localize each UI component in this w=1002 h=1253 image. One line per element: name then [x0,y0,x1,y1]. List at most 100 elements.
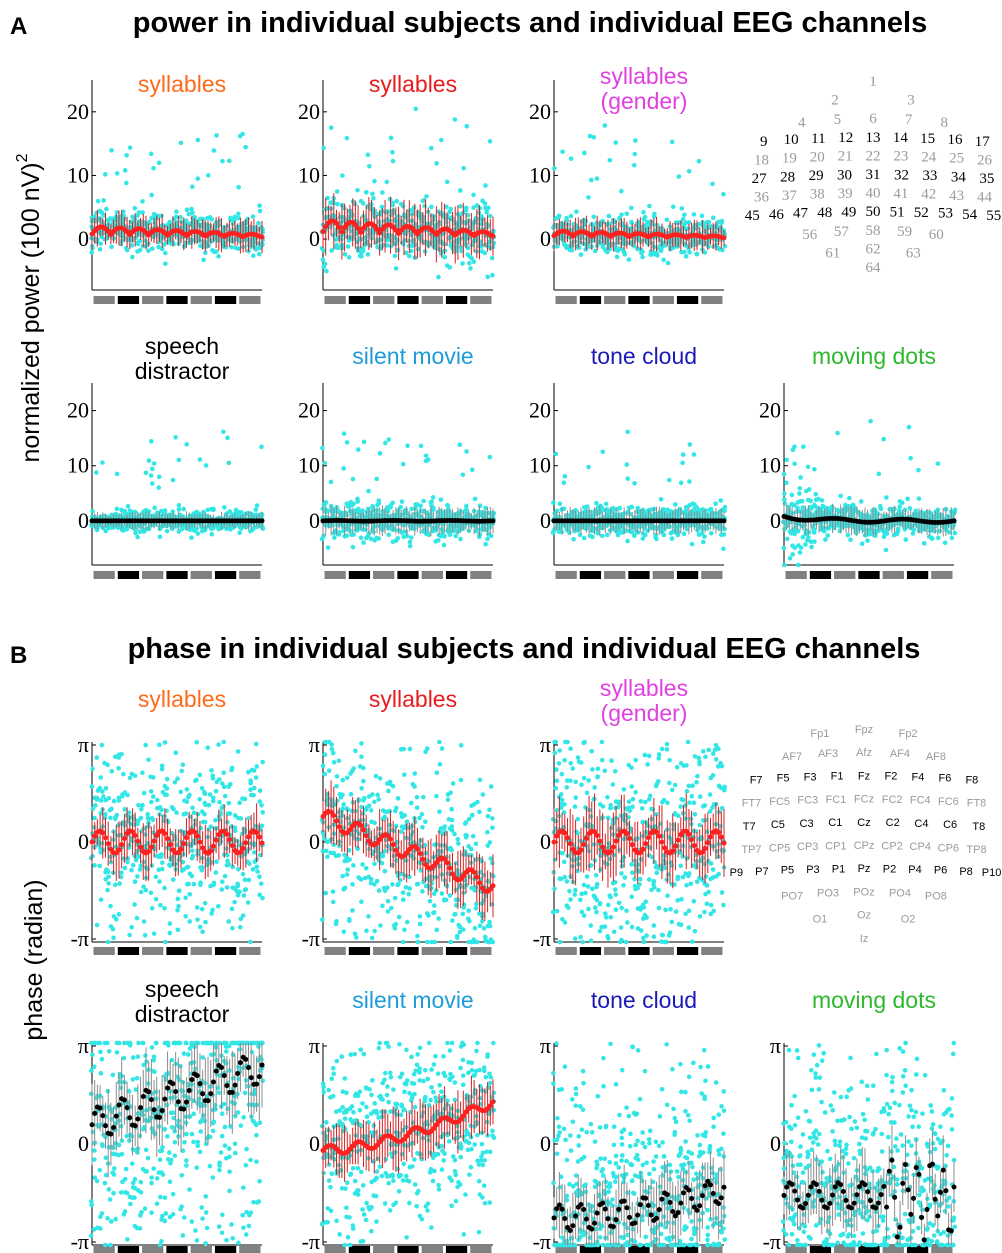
y-tick-label: 10 [67,453,89,478]
subject-dot [229,244,235,250]
subject-dot [257,245,263,251]
channel-means [320,518,496,524]
subject-dot [121,209,126,214]
subject-dot [237,227,243,233]
subject-dot [243,144,248,150]
subject-dot [461,165,466,171]
subject-dot [594,176,600,181]
subject-dot [390,149,395,155]
channel-mean-dot [352,222,358,228]
subject-dot [130,862,136,868]
subject-dot [159,866,165,872]
subject-dot [114,171,120,176]
subject-dot [216,254,221,259]
subject-dot [108,903,113,909]
condition-segment-gray [373,571,395,579]
subject-dot [819,498,825,503]
subject-dot [195,531,201,536]
subject-dot [930,536,935,541]
subject-dot [564,215,569,221]
subject-dot [632,533,637,539]
subject-dot [184,799,190,805]
subject-dot [345,244,351,249]
subject-dot [372,178,377,184]
subject-dot [388,135,394,141]
subject-dot [487,524,493,530]
subject-dot [633,138,638,143]
subject-dot [420,198,426,204]
subject-dot [240,131,245,137]
subject-dot [471,259,477,265]
subject-dot [146,248,151,254]
subject-dot [902,507,908,513]
subject-dot [466,260,472,266]
channel-mean-dot [396,230,402,236]
subject-dot [678,480,684,486]
subject-dot [228,217,233,223]
subject-dot [719,220,724,226]
subject-dot [259,444,264,450]
subject-dot [694,251,700,257]
subject-dot [95,198,101,204]
subject-dot [457,442,463,448]
subject-dot [190,210,195,216]
subject-dot [226,460,232,466]
subject-dot [699,213,705,219]
subject-dot [561,480,567,486]
subject-dot [619,212,624,217]
subplot-title: moving dots [812,343,936,369]
condition-segment-gray [652,296,674,304]
subject-dot [806,530,812,535]
subject-dot [164,776,170,782]
subject-dot [363,189,369,195]
subject-dot [106,881,112,886]
subject-dot [594,500,599,506]
condition-segment-gray [470,571,492,579]
subject-dot [428,500,434,506]
subject-dot [583,218,589,224]
condition-segment-gray [239,571,261,579]
subject-dot [360,508,365,513]
subject-dot [157,534,163,540]
subject-dot [781,562,787,568]
subject-dot [183,811,189,816]
subject-dot [781,471,787,477]
subject-dot [590,534,595,540]
subject-dot [156,474,162,480]
subject-dot [152,505,158,511]
subject-dot [366,488,371,494]
subject-dot [154,511,160,517]
subject-dot [344,440,350,445]
subject-dot [722,526,727,532]
subject-dot [458,204,463,209]
subject-dot [125,503,131,509]
y-tick-label: 10 [529,453,551,478]
subject-dot [254,503,260,508]
subject-dot [359,254,364,259]
subject-dot [722,243,728,249]
subject-dot [687,249,692,255]
subject-dot [719,247,725,253]
subject-dot [486,205,491,211]
subject-dot [669,536,675,541]
subject-dot [670,204,676,210]
subject-dot [464,123,470,129]
subject-dot [400,204,406,209]
subject-dot [903,537,909,542]
subject-dot [555,243,560,249]
channel-mean-dot [259,518,265,524]
subject-dot [407,539,413,545]
subject-dot [876,471,882,477]
channel-mean-dot [371,223,377,229]
subject-dot [153,874,159,880]
subject-dot [710,215,716,221]
y-tick-label: 0 [309,226,320,251]
subject-dot [613,140,619,145]
subject-dot [151,461,157,466]
subject-dot [203,250,208,256]
subject-dot [138,889,144,895]
channel-means [551,228,727,241]
subject-dot [706,244,711,249]
subject-dot [322,460,328,466]
condition-segment-gray [373,296,395,304]
